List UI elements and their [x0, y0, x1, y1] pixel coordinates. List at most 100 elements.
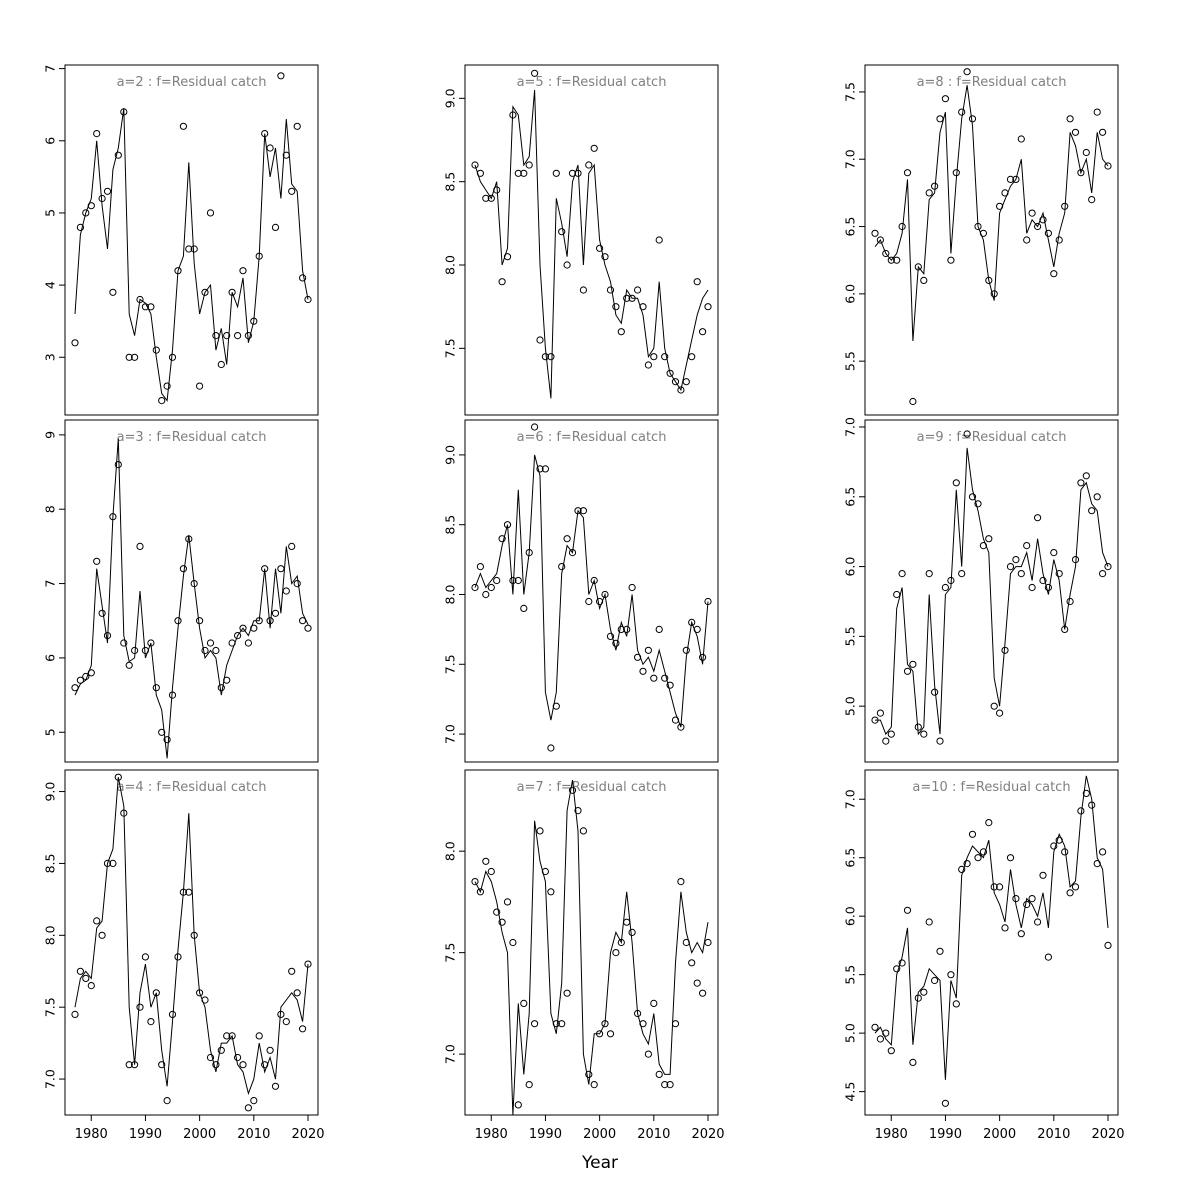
y-tick-label: 7	[42, 580, 57, 588]
data-point	[693, 625, 701, 634]
y-tick-label: 6.5	[842, 487, 857, 507]
y-tick-label: 5.5	[842, 965, 857, 985]
data-point	[103, 187, 112, 195]
data-point	[114, 151, 122, 159]
data-point	[547, 744, 555, 752]
data-point	[487, 867, 495, 876]
plot-box	[464, 64, 719, 416]
x-tick-label: 1980	[475, 1127, 508, 1142]
data-point	[639, 303, 647, 311]
data-point	[666, 1081, 674, 1089]
data-point	[898, 570, 906, 578]
data-point	[152, 346, 160, 354]
panel-title: a=9 : f=Residual catch	[917, 430, 1067, 445]
panel-title: a=6 : f=Residual catch	[517, 430, 667, 445]
data-point	[617, 625, 625, 634]
data-point	[876, 709, 885, 717]
data-point	[958, 108, 966, 116]
panel-title: a=4 : f=Residual catch	[117, 780, 267, 795]
data-point	[693, 278, 701, 286]
data-point	[93, 557, 101, 565]
data-point	[109, 513, 117, 521]
data-point	[277, 72, 285, 80]
y-tick-label: 9.0	[42, 782, 57, 802]
data-point	[482, 194, 490, 202]
data-point	[623, 294, 631, 302]
data-point	[1039, 216, 1047, 224]
panel-a3: a=3 : f=Residual catch 5 6 7 8 9	[42, 419, 319, 763]
panel-title: a=10 : f=Residual catch	[912, 780, 1070, 795]
data-point	[547, 888, 555, 896]
data-point	[87, 669, 95, 677]
data-point	[503, 253, 512, 261]
data-point	[1017, 930, 1025, 938]
data-point	[661, 1081, 669, 1089]
data-point	[120, 809, 128, 817]
data-point	[158, 397, 166, 405]
data-point	[655, 625, 663, 634]
data-point	[299, 617, 307, 625]
data-point	[158, 728, 166, 736]
y-tick-label: 7.5	[442, 654, 457, 674]
data-point	[250, 1097, 258, 1105]
data-point	[476, 169, 484, 177]
y-tick-label: 7.0	[842, 417, 857, 437]
data-point	[568, 169, 577, 177]
data-point	[671, 378, 680, 386]
panel-a6: a=6 : f=Residual catch 7.0 7.5 8.0 8.5 9.0	[442, 419, 719, 763]
data-point	[261, 130, 269, 138]
data-point	[525, 549, 533, 557]
data-point	[1050, 270, 1058, 278]
data-point	[541, 867, 550, 876]
data-point	[255, 617, 263, 625]
data-point	[196, 989, 204, 997]
data-point	[1028, 895, 1036, 903]
data-point	[1061, 625, 1069, 634]
data-point	[1061, 202, 1069, 210]
data-point	[925, 189, 933, 197]
data-point	[903, 906, 912, 914]
data-point	[893, 965, 901, 973]
data-point	[963, 68, 971, 76]
data-point	[217, 684, 225, 692]
data-point	[596, 244, 604, 252]
data-point	[1099, 848, 1107, 856]
data-point	[585, 1070, 593, 1079]
x-tick-label: 1990	[129, 1127, 162, 1142]
data-point	[509, 576, 517, 585]
data-point	[958, 865, 966, 874]
data-point	[531, 1020, 539, 1028]
data-point	[520, 604, 528, 613]
data-point	[223, 1032, 231, 1040]
data-point	[228, 1032, 236, 1040]
panel-title: a=5 : f=Residual catch	[517, 75, 667, 90]
data-point	[498, 918, 506, 926]
data-point	[109, 859, 117, 868]
y-tick-label: 6.0	[842, 284, 857, 304]
data-point	[288, 187, 296, 195]
y-tick-label: 6	[42, 137, 57, 145]
data-point	[1034, 514, 1042, 522]
data-point	[271, 223, 280, 231]
data-point	[1061, 848, 1069, 856]
data-point	[120, 639, 128, 647]
data-point	[914, 723, 922, 731]
data-point	[174, 267, 182, 275]
data-point	[1099, 570, 1107, 578]
y-tick-label: 5.5	[842, 626, 857, 646]
data-point	[234, 332, 242, 340]
data-point	[234, 632, 242, 640]
data-point	[1023, 542, 1031, 550]
data-point	[563, 535, 571, 543]
data-point	[952, 1000, 960, 1008]
data-point	[217, 1046, 225, 1054]
data-point	[1055, 836, 1063, 844]
data-point	[1099, 128, 1107, 136]
data-point	[1012, 175, 1020, 183]
y-tick-label: 7.0	[442, 724, 457, 744]
data-point	[634, 286, 642, 294]
y-tick-label: 8.0	[442, 841, 457, 861]
data-point	[876, 1035, 885, 1043]
data-point	[914, 263, 922, 271]
data-point	[206, 209, 215, 217]
